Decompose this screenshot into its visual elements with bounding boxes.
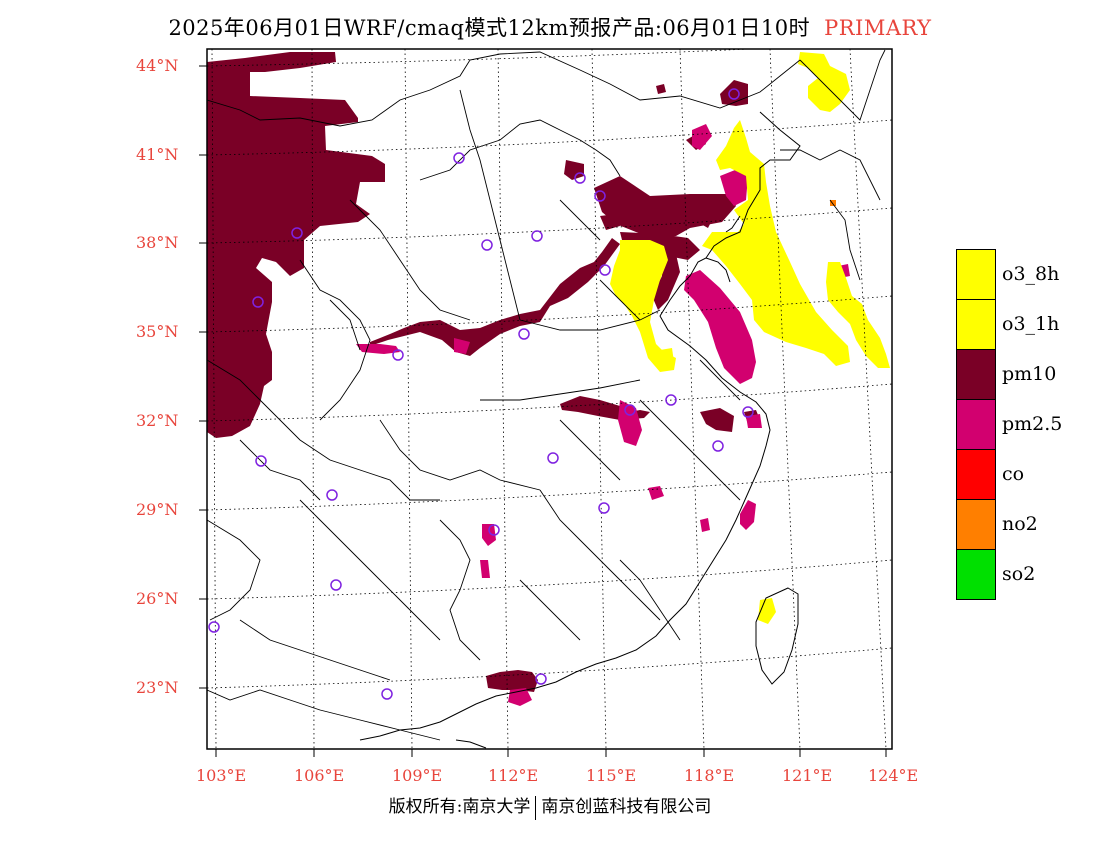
station-marker [518,328,530,340]
legend-swatch [956,399,996,449]
legend-label: o3_1h [1002,313,1060,335]
station-marker [594,190,606,202]
credit-right: 南京创蓝科技有限公司 [541,797,712,817]
station-marker [574,172,586,184]
station-marker [252,296,264,308]
legend-swatch [956,349,996,399]
legend-swatch [956,299,996,349]
station-marker [488,524,500,536]
lon-label-124e: 124°E [868,766,919,785]
map-frame [206,48,893,750]
credit-divider [535,795,537,820]
station-marker [208,621,220,633]
station-marker [547,452,559,464]
station-marker [392,349,404,361]
coastline [359,111,801,749]
legend-swatch [956,449,996,499]
legend-label: o3_8h [1002,263,1060,285]
station-marker [531,230,543,242]
legend-swatch [956,499,996,549]
lat-label-26n: 26°N [136,589,179,608]
lon-label-109e: 109°E [392,766,443,785]
legend-label: pm10 [1002,363,1057,385]
legend-label: co [1002,463,1025,485]
no2-spot [830,200,836,206]
lat-label-29n: 29°N [136,500,179,519]
lon-label-118e: 118°E [684,766,735,785]
o3-regions [610,52,890,624]
station-marker [326,489,338,501]
lon-label-115e: 115°E [586,766,637,785]
legend-swatch [956,249,996,299]
lat-label-38n: 38°N [136,233,179,252]
legend-label: so2 [1002,563,1036,585]
copyright-credit: 版权所有:南京大学 南京创蓝科技有限公司 [0,792,1100,820]
station-marker [381,688,393,700]
lat-label-23n: 23°N [136,678,179,697]
station-marker [255,455,267,467]
station-marker [535,673,547,685]
lat-label-32n: 32°N [136,411,179,430]
station-marker [330,579,342,591]
station-marker [598,502,610,514]
credit-left: 版权所有:南京大学 [388,797,531,817]
station-marker [742,406,754,418]
graticule [207,49,892,749]
title-text: 2025年06月01日WRF/cmaq模式12km预报产品:06月01日10时 [168,16,811,40]
legend-swatch [956,549,996,600]
map-title: 2025年06月01日WRF/cmaq模式12km预报产品:06月01日10时 P… [0,12,1100,42]
lat-label-35n: 35°N [136,322,179,341]
frame-ticks [199,65,887,757]
lat-label-44n: 44°N [136,56,179,75]
lat-label-41n: 41°N [136,145,179,164]
lon-label-112e: 112°E [488,766,539,785]
lon-label-103e: 103°E [196,766,247,785]
pm10-regions [207,52,760,692]
station-marker [624,404,636,416]
station-marker [481,239,493,251]
legend-label: pm2.5 [1002,413,1063,435]
station-marker [291,227,303,239]
lon-label-121e: 121°E [782,766,833,785]
title-tag: PRIMARY [824,16,932,40]
station-markers [208,88,754,700]
lon-label-106e: 106°E [294,766,345,785]
station-marker [712,440,724,452]
station-marker [728,88,740,100]
station-marker [599,264,611,276]
pm25-regions [356,124,850,706]
station-marker [453,152,465,164]
legend-label: no2 [1002,513,1038,535]
station-marker [665,394,677,406]
